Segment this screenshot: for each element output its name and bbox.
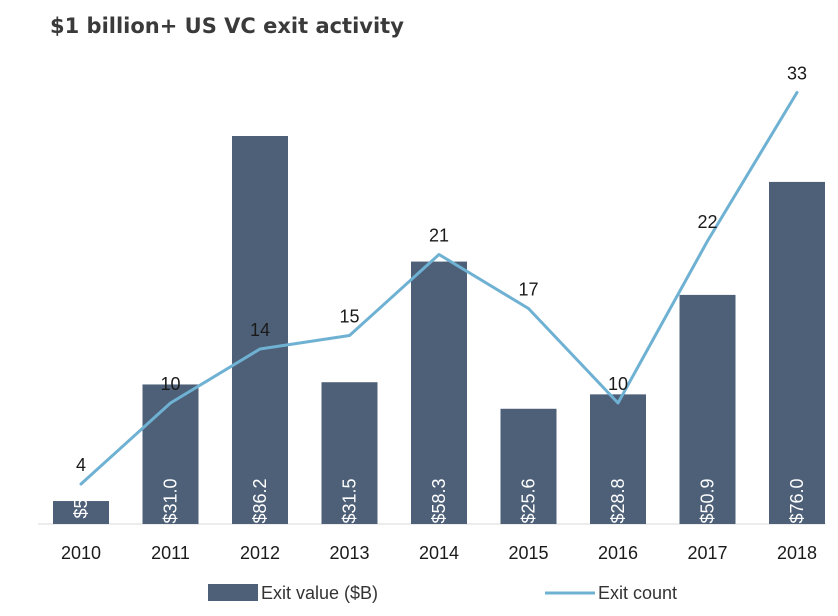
bar-2015 <box>500 408 557 524</box>
count-label-2011: 10 <box>160 374 180 394</box>
x-tick-2012: 2012 <box>240 543 280 563</box>
count-label-2016: 10 <box>608 374 628 394</box>
chart-title: $1 billion+ US VC exit activity <box>50 14 404 38</box>
bar-2010 <box>53 501 109 524</box>
bar-2012 <box>232 136 288 524</box>
exit-count-line-group <box>79 91 799 486</box>
x-tick-2015: 2015 <box>508 543 548 563</box>
count-labels-group: 4 10 14 15 21 17 10 22 33 <box>76 64 807 476</box>
count-label-2013: 15 <box>339 307 359 327</box>
count-label-2010: 4 <box>76 455 86 475</box>
count-label-2015: 17 <box>518 280 538 300</box>
bar-value-label-2013: $31.5 <box>340 478 360 523</box>
x-tick-2018: 2018 <box>777 543 817 563</box>
bar-value-label-2017: $50.9 <box>698 478 718 523</box>
bar-value-label-2012: $86.2 <box>250 478 270 523</box>
x-tick-2017: 2017 <box>687 543 727 563</box>
bar-labels-group: $5.1 $31.0 $86.2 $31.5 $58.3 $25.6 $28.8 $50.9 $… <box>71 478 807 523</box>
x-tick-2013: 2013 <box>329 543 369 563</box>
bar-value-label-2014: $58.3 <box>429 478 449 523</box>
x-tick-2011: 2011 <box>151 543 190 563</box>
exit-count-line <box>79 91 799 486</box>
legend-label-exit-value: Exit value ($B) <box>261 583 378 603</box>
bars-group <box>53 136 825 524</box>
count-label-2018: 33 <box>787 64 807 84</box>
bar-value-label-2011: $31.0 <box>161 478 181 523</box>
x-tick-2014: 2014 <box>419 543 459 563</box>
legend-swatch-exit-value <box>208 584 258 601</box>
count-label-2014: 21 <box>429 226 449 246</box>
bar-2011 <box>142 384 199 524</box>
bar-2016 <box>590 394 646 524</box>
x-tick-2016: 2016 <box>598 543 638 563</box>
legend-label-exit-count: Exit count <box>598 583 677 603</box>
x-tick-2010: 2010 <box>61 543 101 563</box>
bar-value-label-2010: $5.1 <box>71 483 91 518</box>
legend: Exit value ($B) Exit count <box>208 583 677 603</box>
count-label-2012: 14 <box>250 320 270 340</box>
x-axis-tick-labels: 2010 2011 2012 2013 2014 2015 2016 2017 2018 <box>61 543 817 563</box>
bar-2013 <box>321 382 378 524</box>
count-label-2017: 22 <box>697 212 717 232</box>
bar-value-label-2018: $76.0 <box>787 478 807 523</box>
bar-value-label-2016: $28.8 <box>608 478 628 523</box>
bar-2018 <box>769 181 825 524</box>
bar-2014 <box>411 261 467 524</box>
bar-value-label-2015: $25.6 <box>519 478 539 523</box>
bar-2017 <box>679 294 736 524</box>
